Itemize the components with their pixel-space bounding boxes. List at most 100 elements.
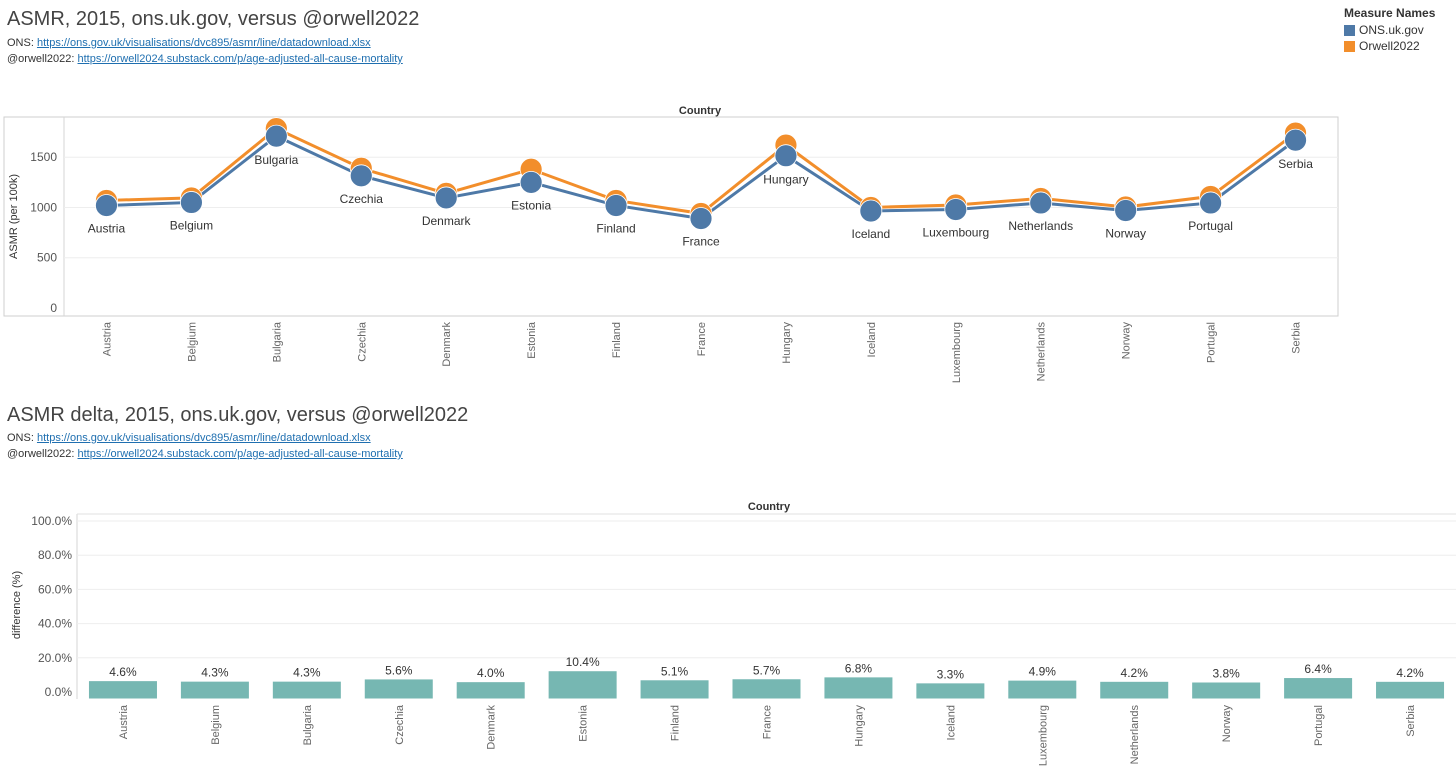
data-label-hungary: 6.8% bbox=[845, 661, 873, 675]
data-label-belgium: 4.3% bbox=[201, 666, 229, 680]
y-tick-label-0: 0 bbox=[50, 301, 57, 315]
point-ons-uk-gov-belgium bbox=[179, 191, 203, 214]
point-ons-uk-gov-czechia bbox=[349, 164, 373, 188]
x-tick-label-serbia: Serbia bbox=[1291, 321, 1303, 354]
asmr-delta-bar-chart: Country 0.0% 20.0% 40.0% 60.0% 80.0% 100.0% dif… bbox=[11, 501, 1456, 766]
data-label-netherlands: 4.2% bbox=[1121, 666, 1149, 680]
y-axis-label: ASMR (per 100k) bbox=[8, 174, 20, 259]
y-tick-label-2-100: 100.0% bbox=[31, 514, 72, 528]
point-ons-uk-gov-denmark bbox=[434, 186, 458, 210]
point-ons-uk-gov-netherlands bbox=[1029, 191, 1053, 215]
column-header: Country bbox=[679, 105, 722, 117]
x-tick-label-norway: Norway bbox=[1121, 322, 1133, 360]
chart1-title: ASMR, 2015, ons.uk.gov, versus @orwell20… bbox=[7, 8, 420, 30]
data-label-serbia: 4.2% bbox=[1396, 666, 1424, 680]
point-ons-uk-gov-france bbox=[689, 207, 713, 230]
x-tick-label-2-czechia: Czechia bbox=[394, 704, 406, 745]
ons-link-2[interactable]: https://ons.gov.uk/visualisations/dvc895… bbox=[36, 432, 371, 444]
x-tick-label-2-netherlands: Netherlands bbox=[1129, 705, 1141, 765]
x-tick-label-2-austria: Austria bbox=[118, 704, 130, 739]
data-label-bulgaria: 4.3% bbox=[293, 666, 321, 680]
y-tick-label-1000: 1000 bbox=[30, 200, 57, 214]
x-tick-label-bulgaria: Bulgaria bbox=[271, 321, 283, 362]
point-ons-uk-gov-austria bbox=[95, 194, 118, 217]
bar-luxembourg bbox=[1008, 680, 1077, 699]
mark-label-denmark: Denmark bbox=[422, 214, 472, 228]
bar-netherlands bbox=[1100, 681, 1169, 699]
data-label-france: 5.7% bbox=[753, 663, 781, 677]
point-ons-uk-gov-norway bbox=[1114, 199, 1138, 222]
column-header-2: Country bbox=[748, 501, 791, 513]
bar-estonia bbox=[548, 671, 617, 699]
chart2-orwell-source: @orwell2022: https://orwell2024.substack… bbox=[7, 448, 403, 460]
y-tick-label-2-80: 80.0% bbox=[38, 548, 72, 562]
legend-label-ons: ONS.uk.gov bbox=[1359, 23, 1424, 37]
data-label-finland: 5.1% bbox=[661, 664, 689, 678]
bar-norway bbox=[1192, 682, 1261, 699]
mark-label-hungary: Hungary bbox=[763, 173, 808, 187]
x-tick-label-2-bulgaria: Bulgaria bbox=[302, 704, 314, 745]
legend-item-ons[interactable]: ONS.uk.gov bbox=[1344, 23, 1435, 37]
y-tick-label-500: 500 bbox=[37, 251, 57, 265]
mark-label-norway: Norway bbox=[1105, 226, 1146, 240]
mark-label-belgium: Belgium bbox=[170, 218, 213, 232]
data-label-denmark: 4.0% bbox=[477, 666, 505, 680]
mark-label-estonia: Estonia bbox=[511, 198, 551, 212]
x-tick-label-austria: Austria bbox=[101, 321, 113, 356]
legend: Measure Names ONS.uk.gov Orwell2022 bbox=[1344, 6, 1435, 55]
bar-france bbox=[732, 679, 801, 699]
data-label-luxembourg: 4.9% bbox=[1029, 665, 1057, 679]
point-ons-uk-gov-luxembourg bbox=[944, 198, 968, 221]
y-tick-label-2-40: 40.0% bbox=[38, 617, 72, 631]
orwell-link-2[interactable]: https://orwell2024.substack.com/p/age-ad… bbox=[77, 448, 403, 460]
point-ons-uk-gov-serbia bbox=[1284, 128, 1307, 152]
bar-czechia bbox=[364, 679, 433, 699]
x-tick-label-iceland: Iceland bbox=[866, 322, 878, 357]
asmr-line-chart: Country 0 500 1000 1500 ASMR (per 100k) Austri… bbox=[3, 105, 1339, 383]
point-ons-uk-gov-estonia bbox=[519, 170, 543, 194]
bar-hungary bbox=[824, 677, 893, 699]
data-label-iceland: 3.3% bbox=[937, 667, 965, 681]
data-label-czechia: 5.6% bbox=[385, 663, 413, 677]
x-tick-label-2-finland: Finland bbox=[670, 705, 682, 741]
point-ons-uk-gov-portugal bbox=[1199, 191, 1222, 215]
chart1-orwell-source: @orwell2022: https://orwell2024.substack… bbox=[7, 53, 403, 65]
x-tick-label-portugal: Portugal bbox=[1206, 322, 1218, 363]
plot-frame bbox=[3, 116, 1339, 317]
mark-label-serbia: Serbia bbox=[1278, 157, 1313, 171]
y-tick-label-2-20: 20.0% bbox=[38, 651, 72, 665]
data-label-portugal: 6.4% bbox=[1304, 662, 1332, 676]
mark-label-portugal: Portugal bbox=[1188, 219, 1233, 233]
chart1-ons-source: ONS: https://ons.gov.uk/visualisations/d… bbox=[7, 37, 371, 49]
orwell-label: @orwell2022: bbox=[7, 53, 75, 65]
x-tick-label-luxembourg: Luxembourg bbox=[951, 322, 963, 383]
mark-label-iceland: Iceland bbox=[852, 227, 891, 241]
x-tick-label-2-serbia: Serbia bbox=[1405, 704, 1417, 737]
ons-label: ONS: bbox=[7, 37, 34, 49]
chart2-title: ASMR delta, 2015, ons.uk.gov, versus @or… bbox=[7, 404, 469, 426]
mark-label-czechia: Czechia bbox=[340, 192, 384, 206]
x-tick-label-czechia: Czechia bbox=[356, 321, 368, 362]
legend-item-orwell[interactable]: Orwell2022 bbox=[1344, 39, 1435, 53]
bar-finland bbox=[640, 680, 709, 699]
bar-bulgaria bbox=[272, 681, 341, 699]
data-label-norway: 3.8% bbox=[1212, 667, 1240, 681]
x-tick-label-hungary: Hungary bbox=[781, 322, 793, 364]
y-tick-label-1500: 1500 bbox=[30, 150, 57, 164]
orwell-label-2: @orwell2022: bbox=[7, 448, 75, 460]
orwell-link[interactable]: https://orwell2024.substack.com/p/age-ad… bbox=[77, 53, 403, 65]
x-tick-label-2-france: France bbox=[762, 705, 774, 739]
bar-portugal bbox=[1284, 678, 1353, 699]
mark-label-austria: Austria bbox=[88, 221, 126, 235]
mark-label-finland: Finland bbox=[596, 221, 635, 235]
ons-link[interactable]: https://ons.gov.uk/visualisations/dvc895… bbox=[36, 37, 371, 49]
mark-label-luxembourg: Luxembourg bbox=[922, 225, 989, 239]
x-tick-label-2-denmark: Denmark bbox=[486, 705, 498, 750]
data-label-austria: 4.6% bbox=[109, 665, 137, 679]
x-tick-label-estonia: Estonia bbox=[526, 321, 538, 359]
point-ons-uk-gov-finland bbox=[604, 194, 628, 217]
x-tick-label-2-belgium: Belgium bbox=[210, 705, 222, 745]
point-ons-uk-gov-iceland bbox=[859, 199, 883, 223]
legend-label-orwell: Orwell2022 bbox=[1359, 39, 1420, 53]
mark-label-france: France bbox=[682, 235, 720, 249]
